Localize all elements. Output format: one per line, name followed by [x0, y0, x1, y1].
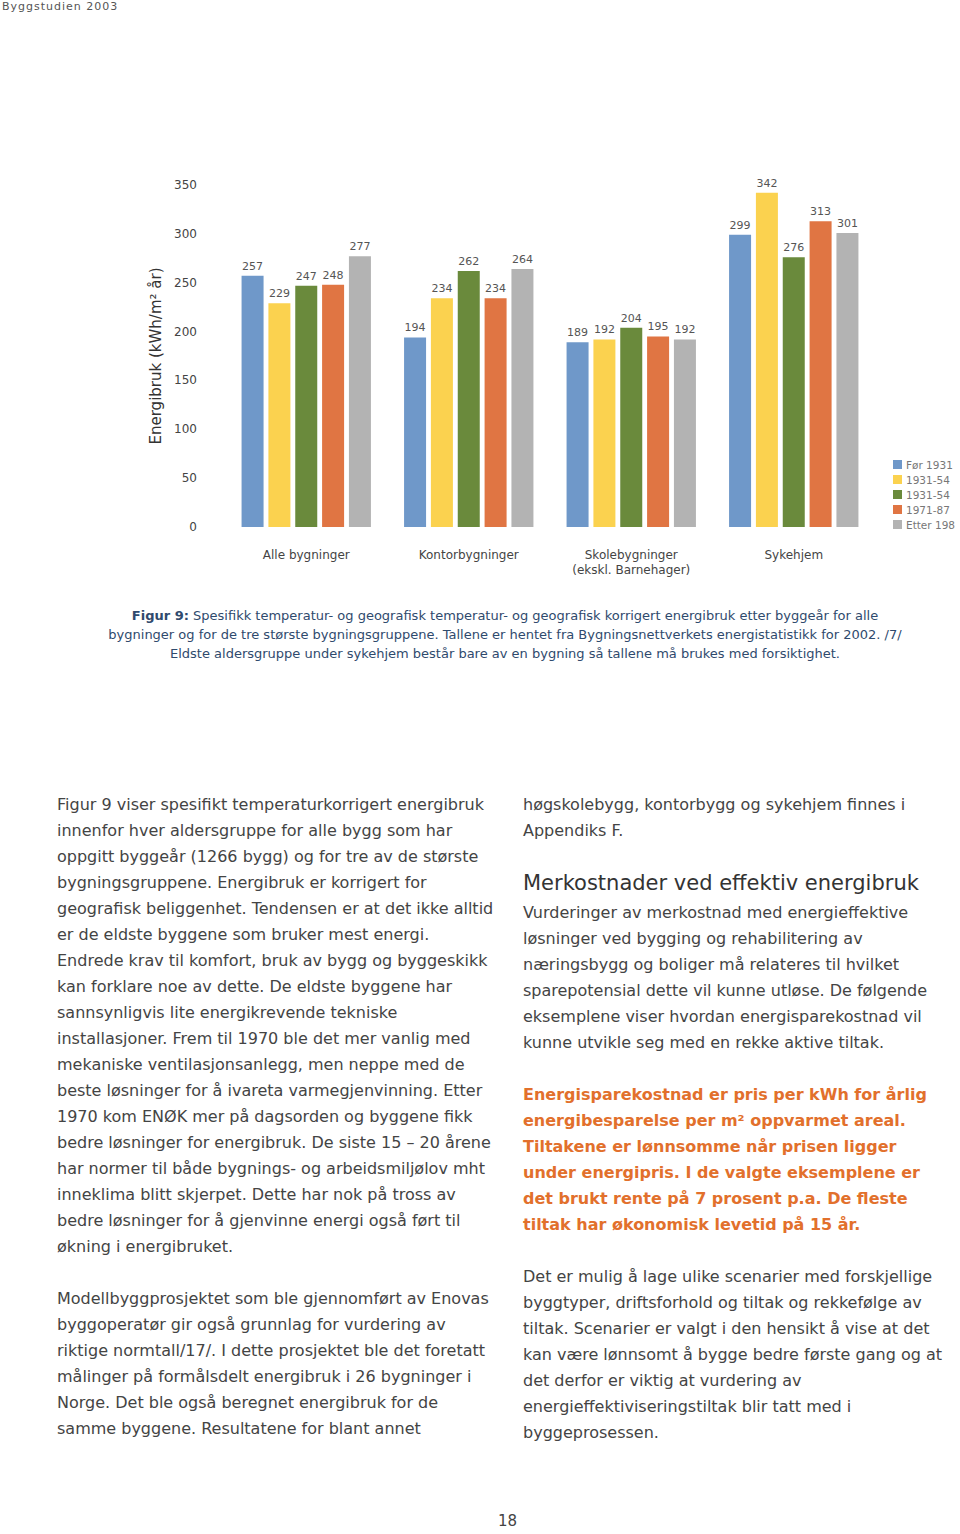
svg-text:264: 264	[512, 253, 533, 266]
html-text:Vurderinger av merkostnad med: Vurderinger av merkostnad med energieffe…	[523, 903, 927, 1052]
html-text:Modellbyggprosjektet som ble g: Modellbyggprosjektet som ble gjennomført…	[57, 1289, 489, 1438]
svg-text:234: 234	[485, 282, 506, 295]
html-text:1931-54: 1931-54	[906, 473, 950, 486]
svg-text:192: 192	[594, 323, 615, 336]
html-text:Energisparekostnad er pris per: Energisparekostnad er pris per kWh for å…	[523, 1085, 927, 1234]
html-text:Byggstudien 2003: Byggstudien 2003	[2, 0, 119, 13]
html-text:18: 18	[498, 1512, 518, 1530]
html-text:Det er mulig å lage ulike scen: Det er mulig å lage ulike scenarier med …	[523, 1267, 942, 1442]
svg-text:204: 204	[621, 312, 642, 325]
svg-text:250: 250	[174, 276, 197, 290]
html-text:1931-54: 1931-54	[906, 488, 950, 501]
svg-text:Energibruk (kWh/m² år): Energibruk (kWh/m² år)	[147, 268, 165, 445]
svg-text:300: 300	[174, 227, 197, 241]
html-text:Etter 198: Etter 198	[906, 518, 955, 531]
svg-text:(ekskl. Barnehager): (ekskl. Barnehager)	[572, 563, 690, 577]
svg-text:Sykehjem: Sykehjem	[764, 548, 823, 562]
svg-text:301: 301	[837, 217, 858, 230]
svg-text:150: 150	[174, 373, 197, 387]
svg-text:192: 192	[674, 323, 695, 336]
svg-text:194: 194	[405, 321, 426, 334]
svg-text:342: 342	[756, 177, 777, 190]
html-text:1971-87: 1971-87	[906, 503, 950, 516]
svg-text:Alle bygninger: Alle bygninger	[263, 548, 350, 562]
svg-text:189: 189	[567, 326, 588, 339]
svg-text:234: 234	[431, 282, 452, 295]
svg-text:350: 350	[174, 178, 197, 192]
svg-text:229: 229	[269, 287, 290, 300]
html-text:Før 1931: Før 1931	[906, 458, 953, 471]
html-text:høgskolebygg, kontorbygg og sy: høgskolebygg, kontorbygg og sykehjem fin…	[523, 795, 906, 840]
svg-text:248: 248	[323, 269, 344, 282]
svg-text:100: 100	[174, 422, 197, 436]
svg-text:277: 277	[349, 240, 370, 253]
svg-text:Skolebygninger: Skolebygninger	[585, 548, 678, 562]
svg-text:50: 50	[182, 471, 197, 485]
svg-text:276: 276	[783, 241, 804, 254]
svg-text:Kontorbygninger: Kontorbygninger	[419, 548, 519, 562]
html-text:Merkostnader ved effektiv ener: Merkostnader ved effektiv energibruk	[523, 871, 919, 895]
svg-text:257: 257	[242, 260, 263, 273]
html-text:Figur 9 viser spesifikt temper: Figur 9 viser spesifikt temperaturkorrig…	[57, 795, 494, 1256]
svg-text:195: 195	[648, 320, 669, 333]
svg-text:200: 200	[174, 325, 197, 339]
svg-text:0: 0	[189, 520, 197, 534]
svg-text:247: 247	[296, 270, 317, 283]
svg-text:313: 313	[810, 205, 831, 218]
html-text:Figur 9: Spesifikk temperatur-: Figur 9: Spesifikk temperatur- og geogra…	[108, 608, 902, 661]
svg-text:262: 262	[458, 255, 479, 268]
svg-text:299: 299	[730, 219, 751, 232]
